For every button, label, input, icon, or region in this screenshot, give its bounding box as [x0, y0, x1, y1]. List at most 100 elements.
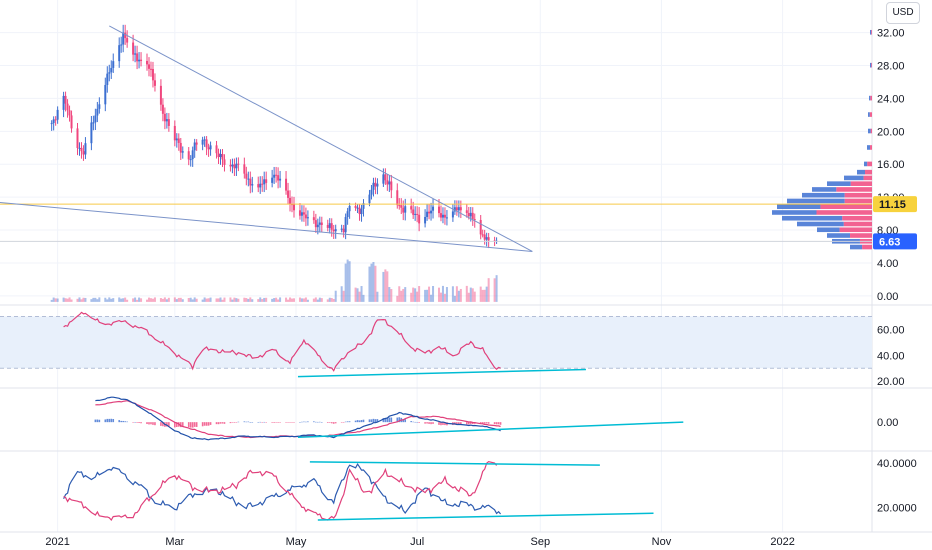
macd-histogram-bar — [195, 422, 198, 427]
macd-histogram-bar — [251, 422, 254, 423]
candle-body — [56, 109, 59, 120]
volume-bar — [418, 286, 421, 302]
candle-body — [370, 189, 373, 195]
price-axis[interactable]: 0.004.008.0012.0016.0020.0024.0028.0032.… — [877, 28, 917, 515]
wedge-upper-trendline[interactable] — [109, 25, 533, 252]
candle-body — [50, 123, 53, 125]
macd-histogram-bar — [215, 422, 218, 425]
candle-body — [110, 67, 113, 73]
candle-body — [247, 178, 250, 180]
candle-body — [348, 205, 351, 212]
macd-histogram-bar — [428, 422, 430, 424]
volume-bar — [334, 290, 337, 302]
dmi-upper-trendline[interactable] — [309, 461, 600, 466]
volume-bar — [153, 297, 156, 302]
volume-bar — [279, 297, 282, 302]
volume-bar — [445, 287, 448, 302]
candle-body — [120, 44, 123, 46]
macd-histogram-bar — [499, 422, 502, 425]
price-tick-label: 28.00 — [877, 60, 905, 72]
macd-histogram-bar — [219, 422, 222, 424]
macd-histogram-bar — [134, 422, 136, 423]
volume-bar — [354, 287, 357, 302]
volume-bar — [235, 298, 238, 302]
dmi-lower-trendline[interactable] — [317, 512, 654, 521]
candle-body — [430, 210, 433, 214]
candle-body — [277, 175, 280, 181]
macd-trendline[interactable] — [297, 421, 684, 438]
time-axis[interactable]: 2021 Mar May Jul Sep Nov 2022 — [45, 536, 794, 548]
volume-bar — [344, 263, 347, 302]
volume-bar — [386, 271, 389, 302]
dmi-tick-label: 40.0000 — [877, 458, 917, 470]
volume-bar — [223, 297, 226, 302]
candle-body — [368, 194, 371, 204]
volume-bar — [356, 288, 359, 302]
volume-bar — [362, 294, 365, 302]
candle-body — [233, 164, 236, 169]
volume-bar — [300, 298, 303, 302]
macd-histogram-bar — [112, 418, 115, 423]
volume-profile-up — [812, 187, 837, 192]
macd-histogram-bar — [205, 422, 208, 426]
macd-histogram-bar — [136, 422, 138, 423]
candle-body — [68, 110, 71, 116]
rsi-tick-label: 40.00 — [877, 350, 905, 362]
volume-bar — [175, 299, 178, 302]
candle-body — [209, 145, 212, 150]
volume-bar — [318, 297, 321, 302]
volume-bar — [219, 297, 222, 302]
volume-bar — [271, 298, 274, 302]
rsi-trendline[interactable] — [297, 368, 586, 378]
candle-body — [257, 184, 260, 188]
candle-body — [132, 42, 135, 55]
candle-body — [54, 119, 57, 121]
macd-histogram-bar — [168, 422, 170, 427]
macd-histogram-bar — [285, 422, 287, 423]
rsi-line — [63, 311, 501, 372]
volume-profile-up — [870, 29, 872, 35]
candle-body — [237, 163, 240, 165]
currency-button[interactable]: USD — [886, 2, 920, 24]
candle-body — [273, 174, 276, 178]
macd-histogram-bar — [460, 422, 462, 425]
trendlines[interactable] — [0, 25, 872, 521]
macd-histogram-bar — [247, 421, 250, 423]
candle-body — [372, 182, 375, 190]
candle-body — [300, 212, 303, 216]
volume-bar — [424, 289, 427, 302]
volume-profile-up — [802, 192, 845, 198]
volume-bar — [306, 299, 309, 302]
candle-body — [191, 150, 194, 160]
candle-body — [177, 138, 180, 143]
candle-body — [279, 178, 282, 181]
macd-histogram-bar — [412, 421, 414, 423]
candle-body — [362, 203, 365, 209]
candle-body — [122, 32, 125, 45]
volume-bar — [416, 291, 419, 302]
macd-histogram-bar — [386, 418, 389, 423]
macd-histogram-bar — [140, 422, 142, 424]
volume-bar — [106, 299, 109, 302]
candle-body — [314, 220, 317, 228]
candle-body — [483, 234, 486, 240]
candle-body — [118, 45, 121, 62]
macd-histogram-bar — [317, 421, 319, 423]
volume-bar — [430, 294, 433, 302]
volume-bar — [457, 290, 460, 302]
volume-bar — [132, 298, 135, 302]
volume-bar — [84, 297, 87, 302]
macd-histogram-bar — [122, 420, 124, 423]
wedge-lower-trendline[interactable] — [0, 201, 533, 252]
macd-histogram-bar — [307, 421, 309, 423]
volume-bar — [205, 298, 208, 302]
volume-bar — [112, 298, 115, 302]
candle-body — [298, 210, 301, 216]
volume-bar — [388, 287, 391, 302]
volume-bar — [302, 298, 305, 302]
volume-bar — [346, 259, 349, 302]
candle-body — [386, 180, 389, 185]
candle-body — [400, 205, 403, 208]
candle-body — [201, 139, 204, 145]
